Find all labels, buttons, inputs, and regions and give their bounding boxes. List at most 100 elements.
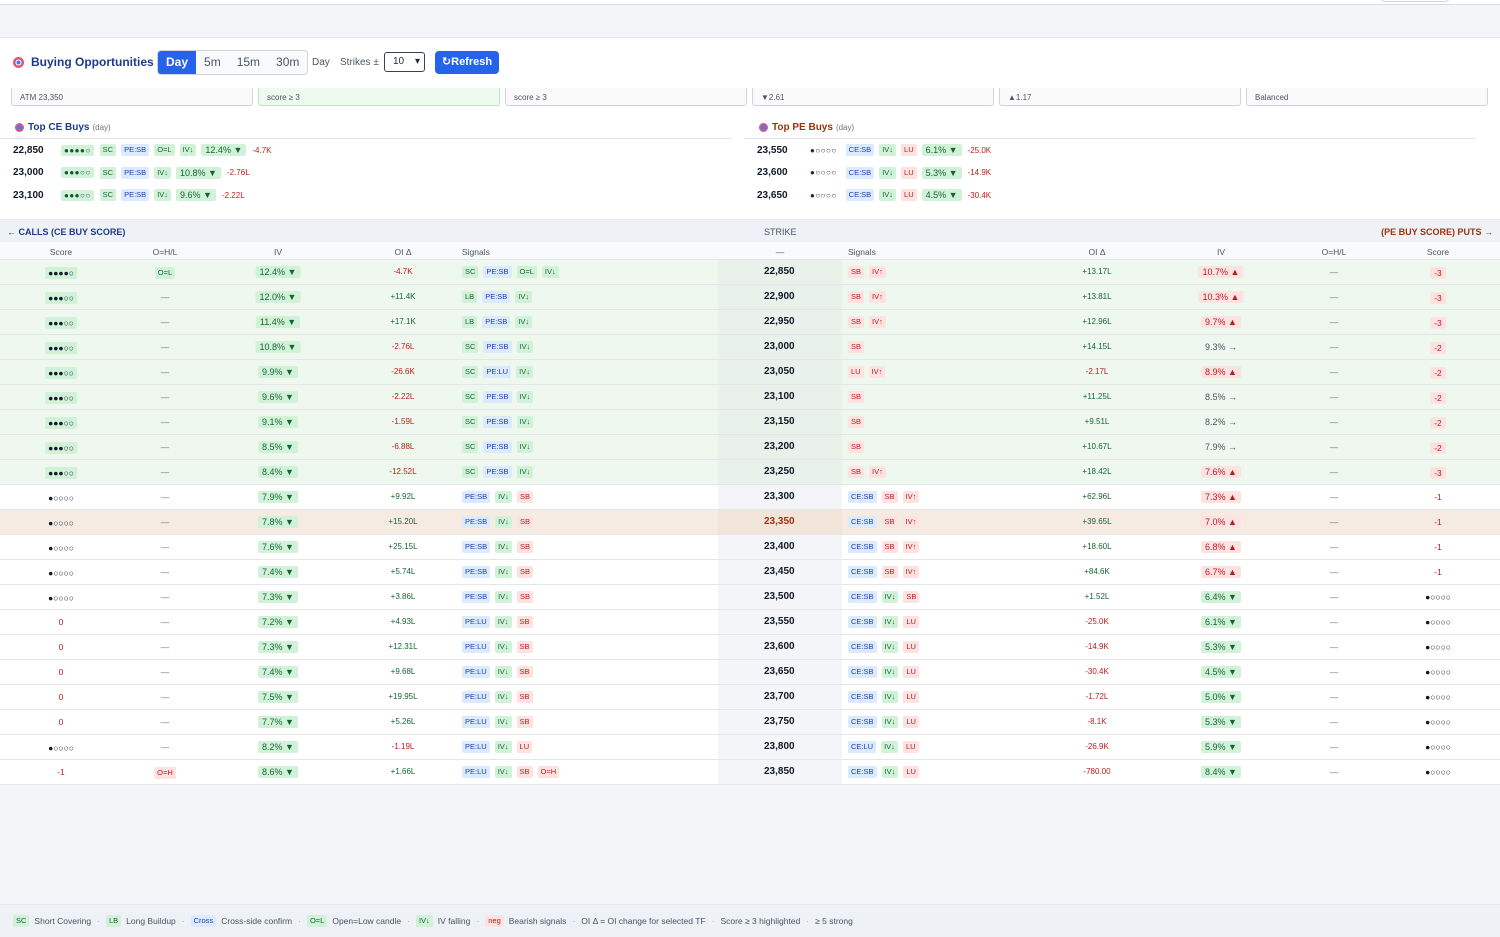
panel-header: Buying Opportunities Day 5m 15m 30m Day Str… — [0, 50, 1500, 76]
put-ohl: — — [1329, 767, 1339, 777]
top-buy-row[interactable]: 23,000 ●●●○○ SC PE:SB IV↓ 10.8% ▼ -2.76L — [0, 162, 732, 185]
legend-tag-neg: neg — [485, 915, 504, 927]
strike-cell[interactable]: 23,150 — [718, 410, 842, 434]
chain-row[interactable]: 0 — 7.3% ▼ +12.31L PE:LU IV↓ SB 23,600 CE:SB IV↓ L… — [0, 635, 1500, 660]
signal-tag-iv: IV↓ — [881, 691, 899, 703]
put-score: -3 — [1430, 292, 1446, 304]
chain-row[interactable]: ●○○○○ — 8.2% ▼ -1.19L PE:LU IV↓ LU 23,800 CE:LU I… — [0, 735, 1500, 760]
call-oi-change: +3.86L — [390, 592, 416, 601]
col-iv: IV — [273, 247, 283, 257]
strike-cell[interactable]: 23,200 — [718, 435, 842, 459]
put-iv: 6.7% ▲ — [1201, 566, 1241, 578]
chain-row[interactable]: ●●●○○ — 8.4% ▼ -12.52L SC PE:SB IV↓ 23,250 SB IV↑… — [0, 460, 1500, 485]
strike-value: 23,650 — [757, 189, 788, 201]
strike-cell[interactable]: 23,650 — [718, 660, 842, 684]
col-ohl: O=H/L — [152, 247, 178, 257]
signal-tag-ce-sb: CE:SB — [848, 641, 877, 653]
put-signals: CE:SB IV↓ LU — [848, 766, 924, 778]
chain-row[interactable]: ●○○○○ — 7.6% ▼ +25.15L PE:SB IV↓ SB 23,400 CE:SB… — [0, 535, 1500, 560]
top-buy-row[interactable]: 23,600 ●○○○○ CE:SB IV↓ LU 5.3% ▼ -14.9K — [744, 162, 1476, 185]
call-oi-change: -1.59L — [391, 417, 415, 426]
chain-row[interactable]: ●○○○○ — 7.9% ▼ +9.92L PE:SB IV↓ SB 23,300 CE:SB S… — [0, 485, 1500, 510]
strike-cell[interactable]: 23,800 — [718, 735, 842, 759]
strikes-select[interactable]: 10 — [384, 52, 425, 72]
chain-row[interactable]: ●○○○○ — 7.4% ▼ +5.74L PE:SB IV↓ SB 23,450 CE:SB S… — [0, 560, 1500, 585]
strike-cell[interactable]: 23,050 — [718, 360, 842, 384]
chain-row[interactable]: 0 — 7.4% ▼ +9.68L PE:LU IV↓ SB 23,650 CE:SB IV↓ LU… — [0, 660, 1500, 685]
signal-tag-sb: SB — [848, 391, 865, 403]
tab-day[interactable]: Day — [158, 51, 197, 74]
strike-cell[interactable]: 23,850 — [718, 760, 842, 784]
signal-tag-lu: LU — [903, 691, 919, 703]
put-score: ●○○○○ — [1425, 667, 1451, 677]
signal-tag-iv: IV↑ — [902, 566, 920, 578]
call-score: 0 — [58, 667, 64, 677]
strike-cell[interactable]: 23,250 — [718, 460, 842, 484]
puts-label: (PE BUY SCORE) PUTS → — [1381, 227, 1493, 237]
signal-tag-sc: SC — [99, 144, 117, 157]
chain-row[interactable]: ●●●○○ — 9.1% ▼ -1.59L SC PE:SB IV↓ 23,150 SB +9.5… — [0, 410, 1500, 435]
strike-cell[interactable]: 23,450 — [718, 560, 842, 584]
chain-row[interactable]: 0 — 7.2% ▼ +4.93L PE:LU IV↓ SB 23,550 CE:SB IV↓ LU… — [0, 610, 1500, 635]
chain-row[interactable]: 0 — 7.5% ▼ +19.95L PE:LU IV↓ SB 23,700 CE:SB IV↓ L… — [0, 685, 1500, 710]
top-buy-row[interactable]: 23,100 ●●●○○ SC PE:SB IV↓ 9.6% ▼ -2.22L — [0, 184, 732, 207]
top-buy-row[interactable]: 22,850 ●●●●○ SC PE:SB O=L IV↓ 12.4% ▼ -4.7K — [0, 139, 732, 162]
col-strike-dash: — — [775, 247, 785, 257]
top-pe-tf: (day) — [835, 123, 855, 132]
call-signals: PE:SB IV↓ SB — [462, 566, 538, 578]
chain-row[interactable]: 0 — 7.7% ▼ +5.26L PE:LU IV↓ SB 23,750 CE:SB IV↓ LU… — [0, 710, 1500, 735]
legend-text: IV falling — [437, 916, 471, 926]
strike-cell[interactable]: 23,700 — [718, 685, 842, 709]
call-score: ●●●○○ — [45, 367, 77, 379]
chain-row[interactable]: ●○○○○ — 7.8% ▼ +15.20L PE:SB IV↓ SB 23,350 CE:SB… — [0, 510, 1500, 535]
top-buy-row[interactable]: 23,650 ●○○○○ CE:SB IV↓ LU 4.5% ▼ -30.4K — [744, 184, 1476, 207]
call-score: ●●●○○ — [45, 342, 77, 354]
chain-row[interactable]: ●●●○○ — 9.9% ▼ -26.6K SC PE:LU IV↓ 23,050 LU IV↑ -… — [0, 360, 1500, 385]
tab-5m[interactable]: 5m — [204, 55, 221, 69]
strike-cell[interactable]: 23,750 — [718, 710, 842, 734]
strike-cell[interactable]: 22,950 — [718, 310, 842, 334]
summary-card: ▲1.17 — [999, 88, 1241, 106]
put-iv: 10.3% ▲ — [1198, 291, 1244, 303]
chain-row[interactable]: ●●●●○ O=L 12.4% ▼ -4.7K SC PE:SB O=L IV↓ 22,850 S… — [0, 260, 1500, 285]
strike-cell[interactable]: 23,600 — [718, 635, 842, 659]
chain-row[interactable]: ●●●○○ — 9.6% ▼ -2.22L SC PE:SB IV↓ 23,100 SB +11.… — [0, 385, 1500, 410]
strike-cell[interactable]: 23,500 — [718, 585, 842, 609]
put-signals: CE:LU IV↓ LU — [848, 741, 924, 753]
strike-label: STRIKE — [764, 227, 797, 237]
summary-card: Balanced — [1246, 88, 1488, 106]
strike-cell[interactable]: 22,900 — [718, 285, 842, 309]
signal-tag-sb: SB — [848, 316, 865, 328]
put-iv: 6.1% ▼ — [1201, 616, 1241, 628]
signal-tag-iv: IV↑ — [902, 516, 920, 528]
chain-row[interactable]: ●●●○○ — 10.8% ▼ -2.76L SC PE:SB IV↓ 23,000 SB +14… — [0, 335, 1500, 360]
top-buy-row[interactable]: 23,550 ●○○○○ CE:SB IV↓ LU 6.1% ▼ -25.0K — [744, 139, 1476, 162]
chain-row[interactable]: ●●●○○ — 12.0% ▼ +11.4K LB PE:SB IV↓ 22,900 SB IV↑… — [0, 285, 1500, 310]
strike-cell[interactable]: 23,300 — [718, 485, 842, 509]
chain-row[interactable]: ●○○○○ — 7.3% ▼ +3.86L PE:SB IV↓ SB 23,500 CE:SB I… — [0, 585, 1500, 610]
chain-row[interactable]: ●●●○○ — 8.5% ▼ -6.88L SC PE:SB IV↓ 23,200 SB +10.… — [0, 435, 1500, 460]
call-oi-change: -26.6K — [391, 367, 415, 376]
call-signals: SC PE:SB IV↓ — [462, 466, 538, 478]
strike-cell[interactable]: 22,850 — [718, 260, 842, 284]
strike-cell[interactable]: 23,000 — [718, 335, 842, 359]
strike-cell[interactable]: 23,400 — [718, 535, 842, 559]
put-iv: 7.3% ▲ — [1201, 491, 1241, 503]
signal-tag-iv: IV↓ — [541, 266, 559, 278]
strike-cell[interactable]: 23,350 — [718, 510, 842, 534]
tab-30m[interactable]: 30m — [276, 55, 300, 69]
top-right-control[interactable] — [1380, 0, 1450, 2]
signal-tag-iv: IV↓ — [494, 641, 512, 653]
tab-15m[interactable]: 15m — [236, 55, 261, 69]
call-score: 0 — [58, 642, 64, 652]
signal-tag-iv: IV↓ — [516, 341, 534, 353]
refresh-button[interactable]: ↻Refresh — [435, 51, 499, 74]
col-put-score: Score — [1426, 247, 1450, 257]
chain-row[interactable]: -1 O=H 8.6% ▼ +1.66L PE:LU IV↓ SB O=H 23,850 CE:S… — [0, 760, 1500, 785]
chain-row[interactable]: ●●●○○ — 11.4% ▼ +17.1K LB PE:SB IV↓ 22,950 SB IV↑… — [0, 310, 1500, 335]
legend-tag-sc: SC — [13, 915, 30, 927]
call-signals: SC PE:SB IV↓ — [462, 441, 538, 453]
strike-cell[interactable]: 23,550 — [718, 610, 842, 634]
signal-tag-pe-lu: PE:LU — [462, 741, 490, 753]
strike-cell[interactable]: 23,100 — [718, 385, 842, 409]
